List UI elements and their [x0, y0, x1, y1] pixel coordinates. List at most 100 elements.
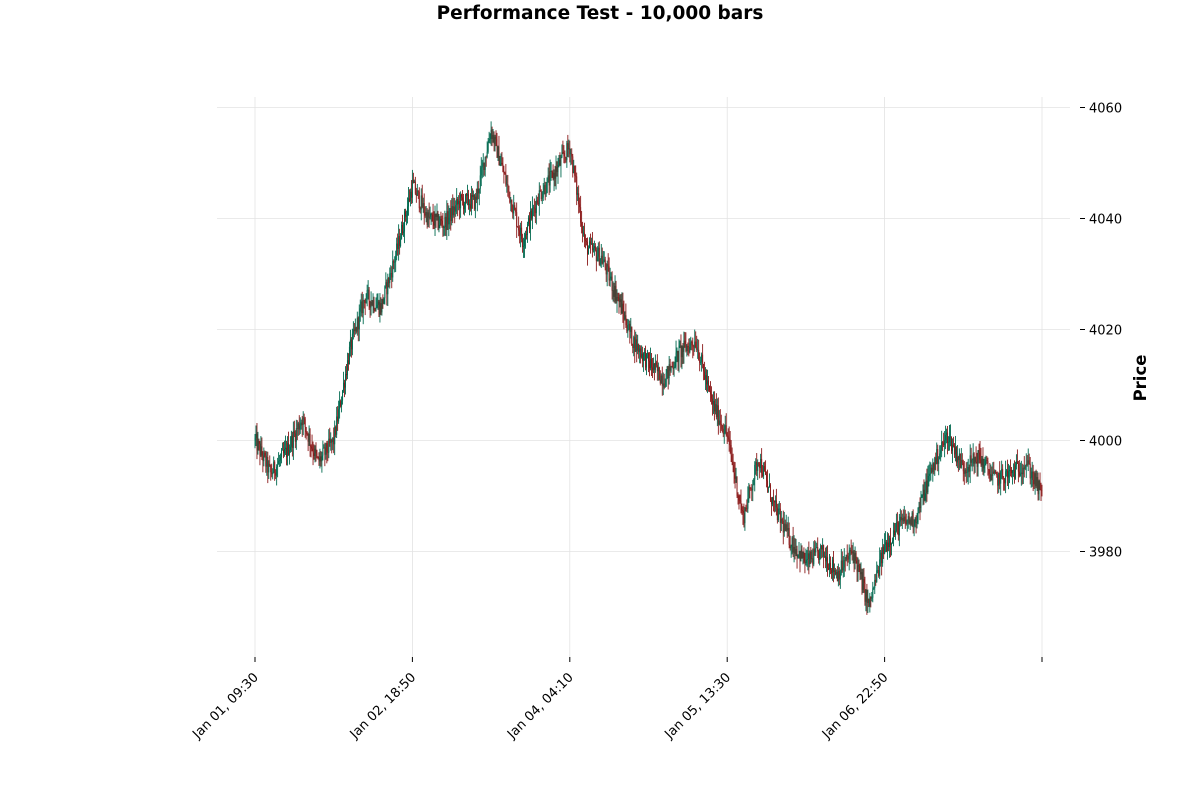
- candle-body: [708, 385, 710, 391]
- candle-body: [948, 442, 950, 443]
- candle-body: [945, 434, 947, 441]
- candle-body: [324, 447, 326, 455]
- candle-body: [857, 565, 859, 572]
- candle-body: [458, 200, 460, 205]
- candle-body: [608, 266, 610, 281]
- candle-body: [1030, 477, 1032, 479]
- candle-body: [938, 459, 940, 464]
- candle-body: [362, 300, 364, 314]
- candle-body: [862, 579, 864, 590]
- candle-body: [695, 341, 697, 348]
- candle-body: [333, 437, 335, 445]
- candle-body: [919, 506, 921, 509]
- candle-body: [677, 351, 679, 362]
- candle-body: [579, 204, 581, 208]
- candle-body: [893, 530, 895, 536]
- candle-body: [699, 359, 701, 363]
- candle-body: [1021, 472, 1023, 475]
- candle-body: [980, 459, 982, 466]
- candle-body: [396, 243, 398, 256]
- candle-body: [796, 549, 798, 558]
- candle-body: [631, 327, 633, 346]
- candle-body: [656, 365, 658, 372]
- candle-body: [591, 243, 593, 251]
- candle-body: [314, 448, 316, 456]
- candle-body: [496, 139, 498, 158]
- candle-body: [433, 221, 435, 226]
- candle-body: [983, 465, 985, 469]
- candle-body: [643, 353, 645, 361]
- candle-body: [562, 152, 564, 153]
- candle-body: [462, 197, 464, 201]
- candle-body: [594, 246, 596, 251]
- candle-body: [273, 461, 275, 474]
- candle-body: [666, 366, 668, 374]
- candle-body: [478, 188, 480, 194]
- candle-body: [578, 193, 580, 205]
- candle-body: [724, 425, 726, 434]
- candle-body: [852, 551, 854, 554]
- candlestick-series: [254, 121, 1043, 615]
- candle-body: [884, 544, 886, 554]
- candle-body: [456, 199, 458, 206]
- candle-body: [868, 598, 870, 607]
- candle-body: [378, 301, 380, 315]
- candle-body: [258, 440, 260, 444]
- candle-body: [350, 339, 352, 350]
- candle-body: [801, 549, 803, 559]
- candle-body: [566, 143, 568, 161]
- candle-body: [443, 227, 445, 229]
- candle-body: [764, 466, 766, 472]
- candle-body: [568, 148, 570, 150]
- candle-body: [952, 444, 954, 446]
- candle-body: [853, 551, 855, 563]
- candle-body: [407, 198, 409, 207]
- candle-body: [905, 521, 907, 524]
- candle-body: [1001, 468, 1003, 472]
- candle-body: [437, 212, 439, 228]
- candle-body: [941, 442, 943, 451]
- candle-body: [652, 363, 654, 371]
- candle-body: [721, 424, 723, 429]
- candle-body: [523, 245, 525, 248]
- candle-body: [389, 273, 391, 284]
- candle-body: [717, 405, 719, 425]
- candle-body: [865, 590, 867, 602]
- candle-body: [667, 366, 669, 379]
- candle-body: [782, 520, 784, 533]
- candle-body: [549, 171, 551, 186]
- candle-body: [325, 443, 327, 455]
- candle-body: [883, 546, 885, 554]
- candle-body: [894, 531, 896, 536]
- candle-body: [565, 157, 567, 161]
- candle-body: [488, 140, 490, 143]
- candle-body: [708, 380, 710, 386]
- candle-body: [1028, 460, 1030, 464]
- candle-body: [657, 367, 659, 372]
- candle-body: [786, 524, 788, 531]
- candle-body: [436, 212, 438, 217]
- candle-body: [449, 208, 451, 218]
- candle-body: [351, 333, 353, 350]
- candle-body: [716, 405, 718, 418]
- candle-body: [558, 160, 560, 166]
- candle-body: [718, 420, 720, 425]
- candle-body: [879, 559, 881, 576]
- candle-body: [290, 435, 292, 447]
- candle-body: [610, 276, 612, 279]
- candle-body: [604, 259, 606, 268]
- candle-body: [878, 570, 880, 576]
- candle-body: [514, 205, 516, 210]
- candle-body: [806, 559, 808, 560]
- candle-body: [701, 354, 703, 362]
- candle-body: [538, 190, 540, 205]
- candle-body: [670, 366, 672, 371]
- candle-body: [343, 382, 345, 391]
- candle-body: [331, 439, 333, 443]
- candle-body: [555, 166, 557, 179]
- candle-body: [999, 472, 1001, 484]
- candle-body: [826, 557, 828, 562]
- candle-body: [506, 184, 508, 185]
- candle-body: [451, 206, 453, 222]
- candle-body: [294, 433, 296, 442]
